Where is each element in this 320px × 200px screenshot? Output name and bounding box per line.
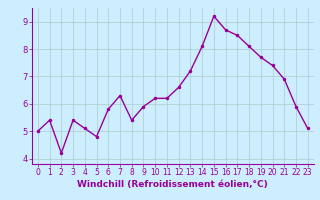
- X-axis label: Windchill (Refroidissement éolien,°C): Windchill (Refroidissement éolien,°C): [77, 180, 268, 189]
